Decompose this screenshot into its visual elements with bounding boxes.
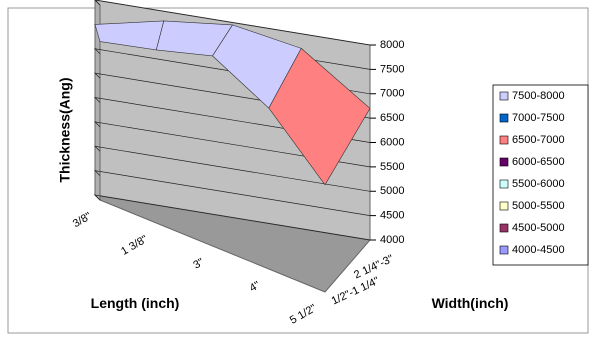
grid-line (93, 194, 371, 241)
legend-swatch (499, 157, 509, 167)
legend-swatch (499, 245, 509, 255)
legend-swatch (499, 201, 509, 211)
y-tick-label: 7500 (380, 63, 404, 75)
grid-line (93, 121, 371, 168)
y-tick-label: 4000 (380, 234, 404, 246)
legend-label: 4000-4500 (512, 244, 565, 256)
y-tick-label: 4500 (380, 210, 404, 222)
y-tick-label: 6000 (380, 136, 404, 148)
y-tick-label: 6500 (380, 112, 404, 124)
grid-line (94, 0, 371, 46)
legend-swatch (499, 179, 509, 189)
grid-line (93, 145, 371, 192)
legend-swatch (499, 135, 509, 145)
legend-label: 5500-6000 (512, 178, 565, 190)
y-tick-label: 5000 (380, 185, 404, 197)
surface-cell (268, 47, 371, 186)
legend-label: 4500-5000 (512, 222, 565, 234)
legend-label: 6000-6500 (512, 156, 565, 168)
legend-label: 7000-7500 (512, 112, 565, 124)
legend: 7500-8000 7000-7500 6500-7000 6000-6500 5500… (499, 90, 565, 256)
plot: 4000450050005500600065007000750080003/8"… (71, 0, 404, 327)
y-tick-label: 8000 (380, 39, 404, 51)
legend-label: 5000-5500 (512, 200, 565, 212)
grid-line (93, 96, 371, 143)
legend-box (492, 84, 589, 266)
legend-swatch (499, 113, 509, 123)
y-axis-title: Thickness(Ang) (57, 77, 73, 182)
legend-swatch (499, 223, 509, 233)
legend-label: 7500-8000 (512, 90, 565, 102)
y-tick-label: 7000 (380, 88, 404, 100)
x-axis-title: Length (inch) (91, 295, 180, 311)
y-tick-label: 5500 (380, 161, 404, 173)
legend-label: 6500-7000 (512, 134, 565, 146)
grid-line (93, 170, 371, 216)
legend-swatch (499, 91, 509, 101)
z-axis-title: Width(inch) (432, 295, 509, 311)
